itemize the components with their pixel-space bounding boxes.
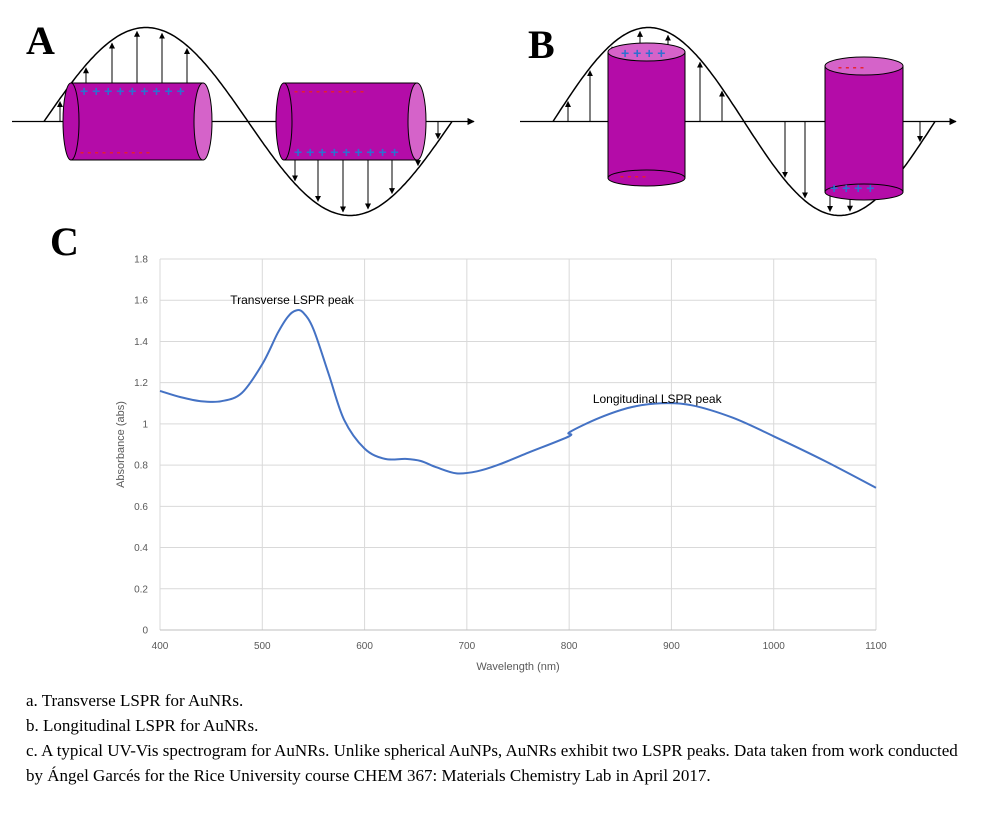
nanorod-a-left: + + + + + + + + + - - - - - - - - - - — [62, 82, 213, 161]
caption-c: c. A typical UV-Vis spectrogram for AuNR… — [26, 741, 958, 785]
nanorod-b-left: + + + + - - - - — [607, 42, 686, 187]
charge-plus-label: + + + + — [830, 180, 874, 196]
panel-b-letter: B — [528, 22, 555, 67]
y-axis-title: Absorbance (abs) — [115, 401, 127, 488]
y-tick-label: 1 — [142, 419, 148, 430]
panel-a: A + + + + + + + + + - - - - - - - - - - … — [12, 18, 475, 217]
peak-annotation: Transverse LSPR peak — [230, 293, 355, 307]
charge-plus-label: + + + + + + + + + — [294, 144, 399, 160]
peak-annotation: Longitudinal LSPR peak — [593, 392, 723, 406]
figure-captions: a. Transverse LSPR for AuNRs. b. Longitu… — [26, 688, 966, 788]
y-tick-label: 0 — [142, 626, 148, 637]
charge-plus-label: + + + + + + + + + — [80, 83, 185, 99]
charge-minus-label: - - - - - - - - - - — [80, 145, 150, 159]
charge-minus-label: - - - - — [620, 169, 646, 183]
panel-c: C 0 0.2 0.4 0.6 0.8 1 1.2 1.4 1.6 1.8 400 500 600 700… — [50, 219, 887, 673]
x-tick-label: 500 — [254, 641, 271, 652]
absorbance-series-line — [159, 309, 877, 489]
y-tick-label: 1.6 — [134, 296, 148, 307]
y-tick-label: 0.8 — [134, 461, 148, 472]
panel-b: B + + + + - - - - - - - - + + + + — [520, 22, 957, 217]
y-tick-label: 0.4 — [134, 543, 148, 554]
figure-canvas: A + + + + + + + + + - - - - - - - - - - … — [12, 18, 957, 673]
x-tick-label: 900 — [663, 641, 680, 652]
wave-curve — [43, 26, 453, 217]
charge-plus-label: + + + + — [621, 45, 665, 61]
y-tick-label: 0.2 — [134, 584, 148, 595]
x-tick-label: 1000 — [763, 641, 786, 652]
charge-minus-label: - - - - - - - - - - — [294, 84, 364, 98]
nanorod-a-right: - - - - - - - - - - + + + + + + + + + — [275, 82, 427, 161]
y-tick-label: 0.6 — [134, 502, 148, 513]
wave-curve — [552, 26, 936, 217]
y-tick-label: 1.4 — [134, 337, 148, 348]
y-tick-label: 1.2 — [134, 378, 148, 389]
caption-a: a. Transverse LSPR for AuNRs. — [26, 691, 244, 710]
panel-c-letter: C — [50, 219, 79, 264]
uv-vis-chart: 0 0.2 0.4 0.6 0.8 1 1.2 1.4 1.6 1.8 400 500 600 700 80… — [115, 255, 887, 674]
x-tick-label: 1100 — [865, 641, 887, 652]
caption-b: b. Longitudinal LSPR for AuNRs. — [26, 716, 259, 735]
x-axis-title: Wavelength (nm) — [476, 661, 559, 673]
charge-minus-label: - - - - — [838, 60, 864, 74]
x-tick-label: 400 — [152, 641, 169, 652]
x-tick-label: 700 — [459, 641, 476, 652]
panel-a-letter: A — [26, 18, 55, 63]
y-tick-label: 1.8 — [134, 255, 148, 266]
nanorod-b-right: - - - - + + + + — [824, 56, 904, 201]
x-tick-label: 800 — [561, 641, 578, 652]
x-tick-label: 600 — [356, 641, 373, 652]
